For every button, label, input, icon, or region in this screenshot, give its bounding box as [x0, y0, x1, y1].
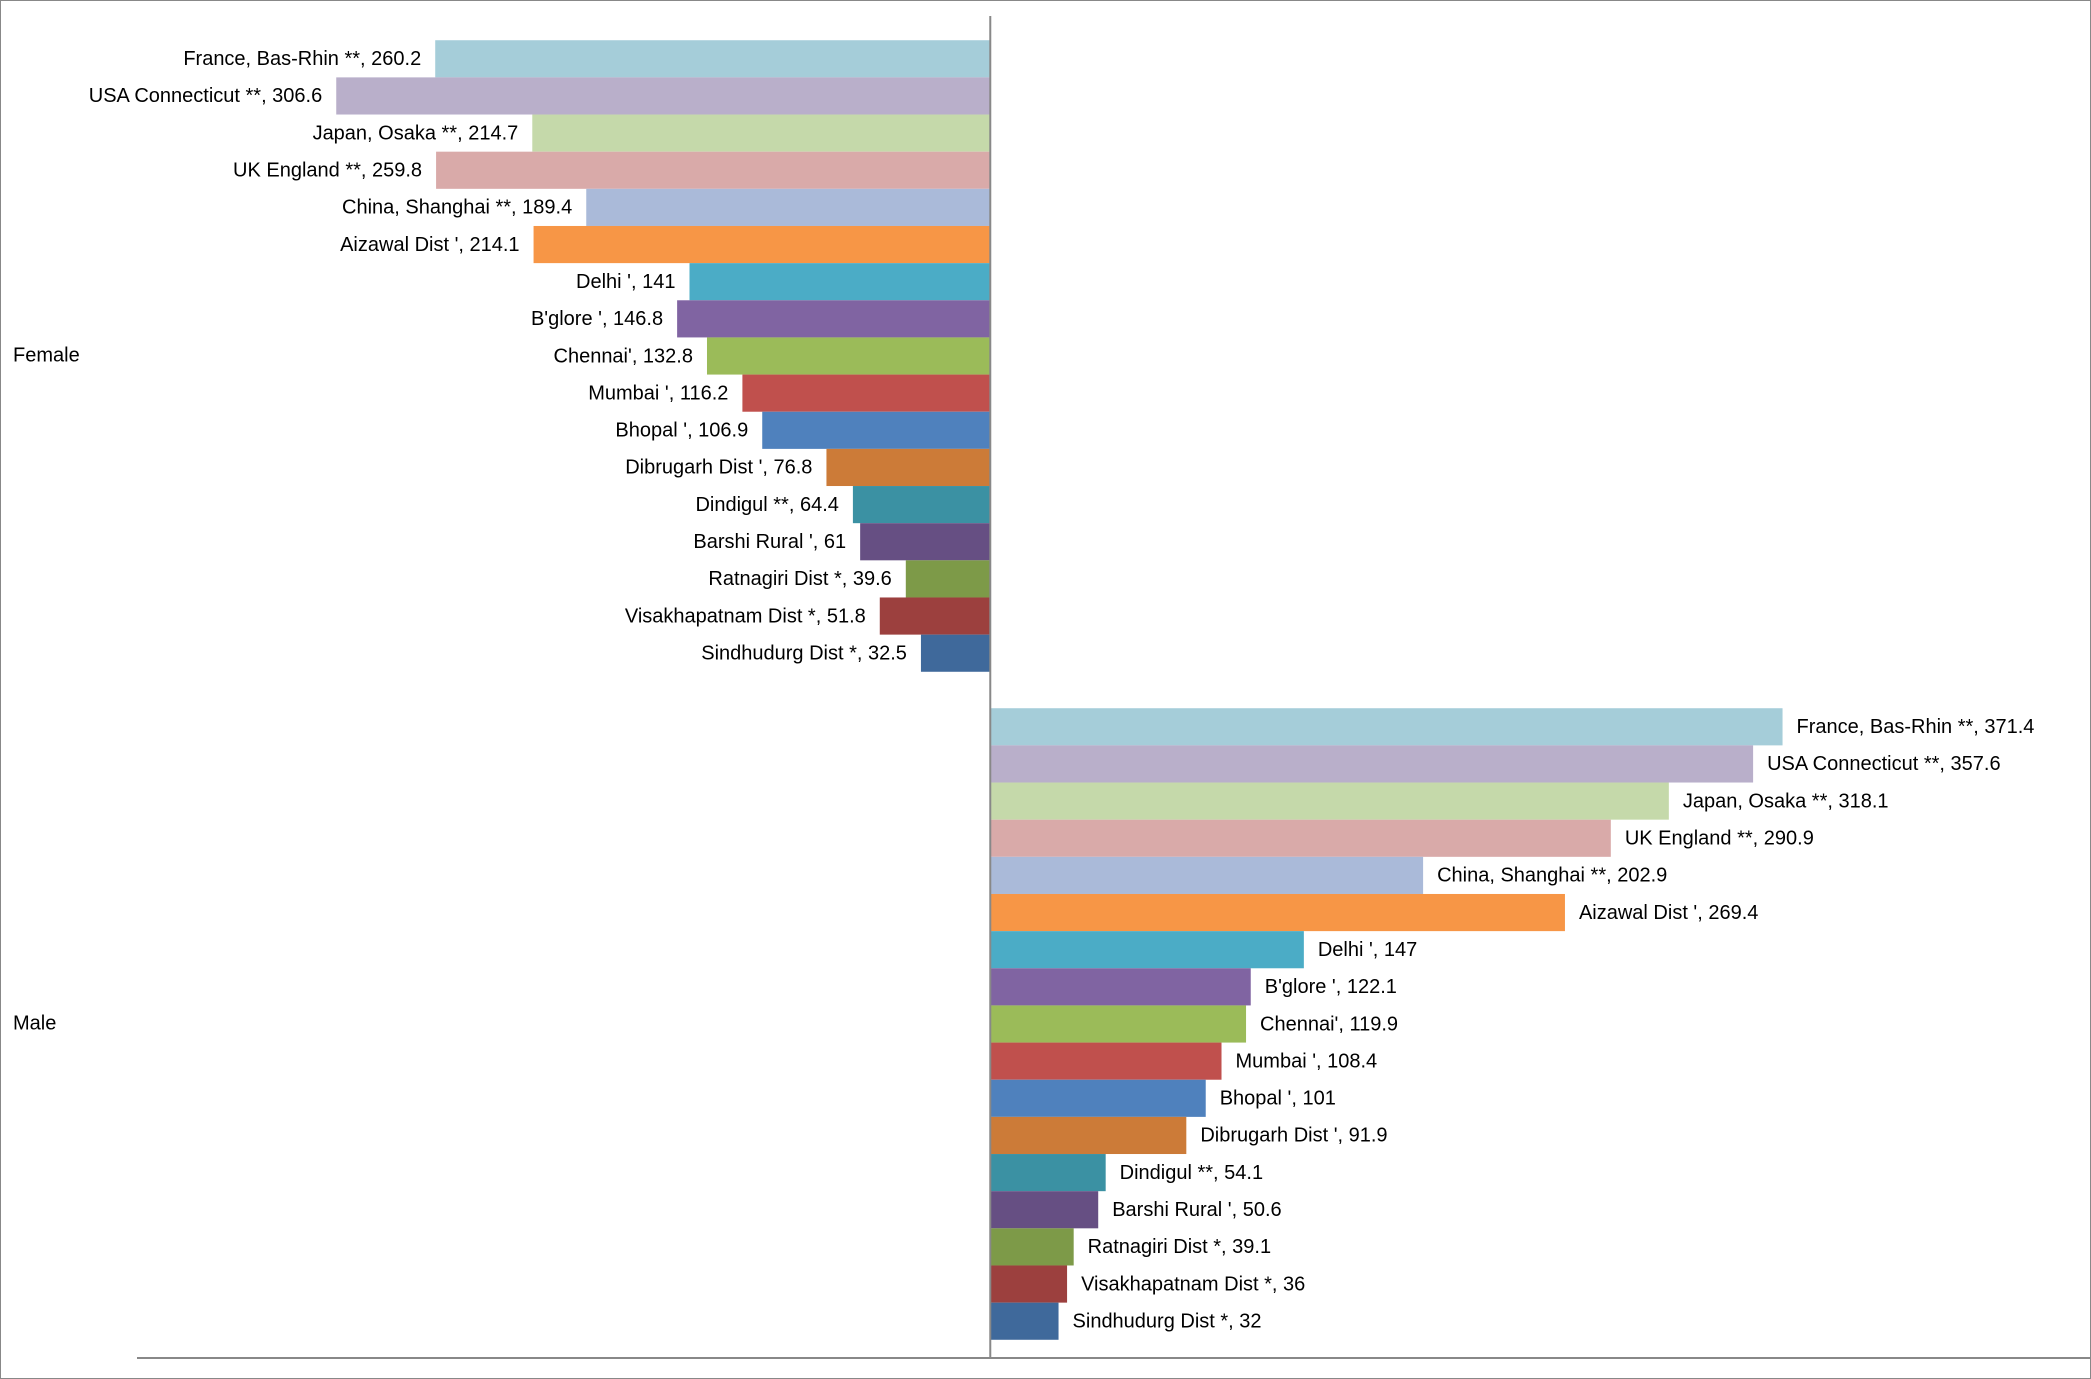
data-label: Barshi Rural ', 61 [693, 531, 846, 553]
bar [990, 968, 1251, 1006]
data-label: Dibrugarh Dist ', 76.8 [625, 457, 812, 479]
data-label: China, Shanghai **, 189.4 [342, 197, 572, 219]
data-label: Bhopal ', 106.9 [615, 420, 748, 442]
data-label: Dibrugarh Dist ', 91.9 [1200, 1125, 1387, 1147]
bar [762, 411, 991, 449]
data-label: Visakhapatnam Dist *, 36 [1081, 1273, 1305, 1295]
data-label: Aizawal Dist ', 214.1 [340, 234, 519, 256]
bar [920, 634, 991, 672]
bar [706, 337, 991, 375]
data-label: Aizawal Dist ', 269.4 [1579, 902, 1758, 924]
data-label: Sindhudurg Dist *, 32 [1073, 1310, 1262, 1332]
bar [852, 486, 991, 524]
data-label: Mumbai ', 108.4 [1236, 1050, 1378, 1072]
bar [990, 893, 1565, 932]
data-label: Japan, Osaka **, 318.1 [1683, 790, 1889, 812]
bar [990, 1042, 1222, 1080]
bar [336, 77, 991, 115]
bar [990, 1154, 1106, 1192]
bar [990, 1228, 1074, 1266]
bar [677, 300, 991, 338]
bar [990, 1265, 1068, 1303]
data-label: Dindigul **, 64.4 [695, 494, 838, 516]
bar [990, 782, 1669, 820]
data-label: Mumbai ', 116.2 [588, 382, 728, 404]
data-label: Delhi ', 141 [576, 271, 675, 293]
bar [436, 151, 991, 189]
data-label: USA Connecticut **, 306.6 [89, 85, 322, 107]
bar [586, 188, 991, 226]
bar [990, 1191, 1099, 1229]
data-label: B'glore ', 122.1 [1265, 976, 1397, 998]
bar [990, 819, 1611, 857]
bar [990, 1005, 1247, 1043]
bar [742, 374, 991, 412]
data-label: France, Bas-Rhin **, 260.2 [183, 48, 421, 70]
bar [990, 931, 1304, 969]
data-label: Delhi ', 147 [1318, 939, 1417, 961]
bar [826, 448, 991, 487]
bar [533, 225, 991, 264]
data-label: Chennai', 132.8 [554, 345, 693, 367]
bar [990, 856, 1424, 894]
data-label: China, Shanghai **, 202.9 [1437, 865, 1667, 887]
data-label: Japan, Osaka **, 214.7 [313, 122, 519, 144]
data-label: Bhopal ', 101 [1220, 1088, 1336, 1110]
bar [990, 1116, 1187, 1155]
data-label: Ratnagiri Dist *, 39.1 [1088, 1236, 1271, 1258]
bar [990, 708, 1783, 746]
data-label: UK England **, 290.9 [1625, 828, 1814, 850]
bar [990, 1079, 1206, 1117]
data-label: Ratnagiri Dist *, 39.6 [708, 568, 891, 590]
group-label: Male [13, 1012, 56, 1034]
data-label: Sindhudurg Dist *, 32.5 [701, 642, 907, 664]
data-label: B'glore ', 146.8 [531, 308, 663, 330]
bar [532, 114, 991, 152]
bar [689, 263, 991, 301]
data-label: Chennai', 119.9 [1260, 1013, 1398, 1035]
bar [905, 560, 991, 598]
bar [435, 40, 991, 78]
bar [879, 597, 991, 635]
bar [990, 745, 1754, 783]
bar [990, 1302, 1059, 1340]
data-label: UK England **, 259.8 [233, 160, 422, 182]
bar [860, 523, 991, 561]
data-label: USA Connecticut **, 357.6 [1767, 753, 2000, 775]
data-label: Dindigul **, 54.1 [1120, 1162, 1263, 1184]
data-label: Barshi Rural ', 50.6 [1112, 1199, 1281, 1221]
data-label: France, Bas-Rhin **, 371.4 [1797, 716, 2035, 738]
data-label: Visakhapatnam Dist *, 51.8 [625, 605, 866, 627]
group-label: Female [13, 344, 80, 366]
